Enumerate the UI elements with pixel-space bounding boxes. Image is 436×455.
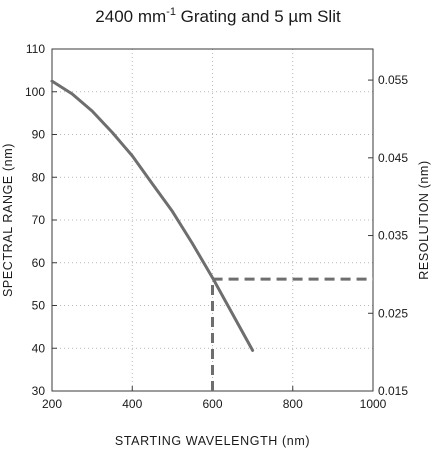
y-tick-label: 60 bbox=[32, 256, 46, 270]
marks bbox=[50, 79, 373, 391]
y2-tick-label: 0.025 bbox=[378, 306, 408, 320]
y-tick-label: 80 bbox=[32, 170, 46, 184]
x-tick-label: 400 bbox=[122, 397, 142, 411]
chart-title-rest: Grating and 5 µm Slit bbox=[176, 7, 341, 26]
reference-line bbox=[211, 277, 373, 391]
y-tick-label: 110 bbox=[26, 42, 45, 56]
y2-tick-label: 0.015 bbox=[378, 384, 408, 398]
ticks: 200 400 600 800 1000 30 40 50 60 70 80 90 100 110 0.01… bbox=[25, 42, 408, 411]
x-tick-label: 1000 bbox=[360, 397, 387, 411]
x-tick-label: 200 bbox=[42, 397, 62, 411]
y2-tick-label: 0.035 bbox=[378, 229, 408, 243]
x-axis-label: STARTING WAVELENGTH (nm) bbox=[115, 434, 310, 448]
y-axis-label: SPECTRAL RANGE (nm) bbox=[1, 143, 15, 297]
y-tick-label: 90 bbox=[32, 128, 46, 142]
chart-title: 2400 mm-1 Grating and 5 µm Slit bbox=[95, 6, 341, 26]
y2-tick-label: 0.045 bbox=[378, 151, 408, 165]
y2-axis-label: RESOLUTION (nm) bbox=[417, 160, 431, 279]
y-tick-label: 70 bbox=[32, 213, 46, 227]
chart-title-superscript: -1 bbox=[166, 6, 176, 18]
x-tick-label: 800 bbox=[283, 397, 303, 411]
chart-title-main: 2400 mm bbox=[95, 7, 166, 26]
y2-tick-label: 0.055 bbox=[378, 73, 408, 87]
y-tick-label: 30 bbox=[32, 384, 46, 398]
y-tick-label: 100 bbox=[25, 85, 45, 99]
y-tick-label: 50 bbox=[32, 299, 46, 313]
x-tick-label: 600 bbox=[202, 397, 222, 411]
series-line bbox=[50, 79, 255, 352]
y-tick-label: 40 bbox=[32, 341, 46, 355]
